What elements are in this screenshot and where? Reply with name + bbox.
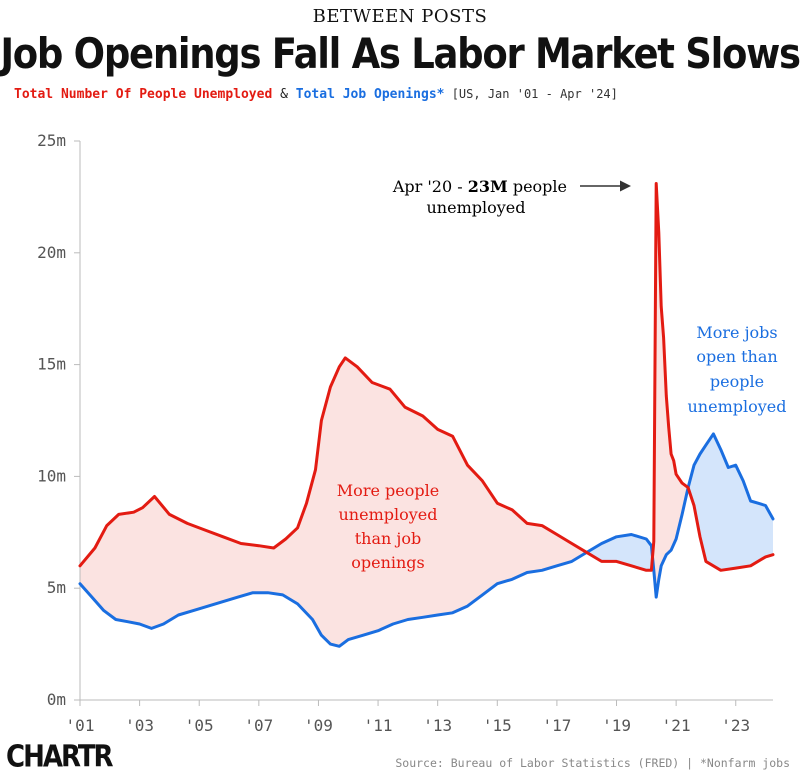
x-tick-label: '05 bbox=[185, 716, 214, 735]
red-area-label-1: More people bbox=[337, 481, 439, 500]
y-tick-label: 10m bbox=[37, 466, 66, 485]
red-area-label-3: than job bbox=[355, 529, 422, 548]
x-tick-label: '09 bbox=[304, 716, 333, 735]
x-tick-label: '07 bbox=[244, 716, 273, 735]
chart-title: Job Openings Fall As Labor Market Slows bbox=[0, 30, 800, 79]
openings-gap-area bbox=[587, 534, 653, 571]
subtitle-ampersand: & bbox=[272, 87, 296, 102]
x-tick-label: '13 bbox=[423, 716, 452, 735]
chartr-logo: CHARTR bbox=[6, 740, 114, 775]
spike-arrowhead bbox=[620, 180, 631, 192]
x-tick-label: '01 bbox=[66, 716, 95, 735]
job-openings-line bbox=[78, 432, 775, 648]
y-tick-label: 25m bbox=[37, 131, 66, 150]
unemployed-gap-area bbox=[80, 358, 588, 647]
red-area-label-4: openings bbox=[351, 553, 425, 572]
subtitle-unemployed-label: Total Number Of People Unemployed bbox=[14, 87, 273, 102]
subtitle-date-range: [US, Jan '01 - Apr '24] bbox=[444, 87, 618, 101]
x-tick-label: '19 bbox=[602, 716, 631, 735]
x-tick-label: '17 bbox=[542, 716, 571, 735]
spike-annotation-line2: unemployed bbox=[427, 198, 526, 217]
source-note: Source: Bureau of Labor Statistics (FRED… bbox=[395, 756, 790, 770]
y-tick-label: 20m bbox=[37, 243, 66, 262]
series-lines bbox=[78, 182, 775, 648]
kicker: BETWEEN POSTS bbox=[312, 6, 488, 27]
subtitle: Total Number Of People Unemployed & Tota… bbox=[14, 87, 618, 102]
x-tick-label: '03 bbox=[125, 716, 154, 735]
x-tick-label: '21 bbox=[662, 716, 691, 735]
y-tick-label: 0m bbox=[47, 690, 66, 709]
red-area-label-2: unemployed bbox=[339, 505, 438, 524]
blue-area-label-1: More jobs bbox=[696, 323, 777, 342]
unemployed-gap-area bbox=[652, 185, 689, 597]
x-tick-label: '15 bbox=[483, 716, 512, 735]
gap-fills bbox=[80, 185, 773, 647]
x-tick-label: '11 bbox=[364, 716, 393, 735]
openings-gap-area bbox=[688, 433, 773, 571]
unemployed-line bbox=[78, 182, 775, 572]
blue-area-label-4: unemployed bbox=[688, 397, 787, 416]
axes: 0m 5m 10m 15m 20m 25m '01 '03 '05 '07 '09 '11 '13 '15… bbox=[37, 131, 773, 735]
spike-annotation-line1: Apr '20 - 23M people bbox=[392, 177, 567, 196]
y-tick-label: 15m bbox=[37, 355, 66, 374]
blue-area-label-3: people bbox=[710, 372, 764, 391]
y-tick-label: 5m bbox=[47, 578, 66, 597]
subtitle-openings-label: Total Job Openings* bbox=[295, 87, 445, 102]
annotations: Apr '20 - 23M people unemployed More peo… bbox=[337, 177, 787, 572]
x-tick-label: '23 bbox=[721, 716, 750, 735]
blue-area-label-2: open than bbox=[696, 347, 777, 366]
